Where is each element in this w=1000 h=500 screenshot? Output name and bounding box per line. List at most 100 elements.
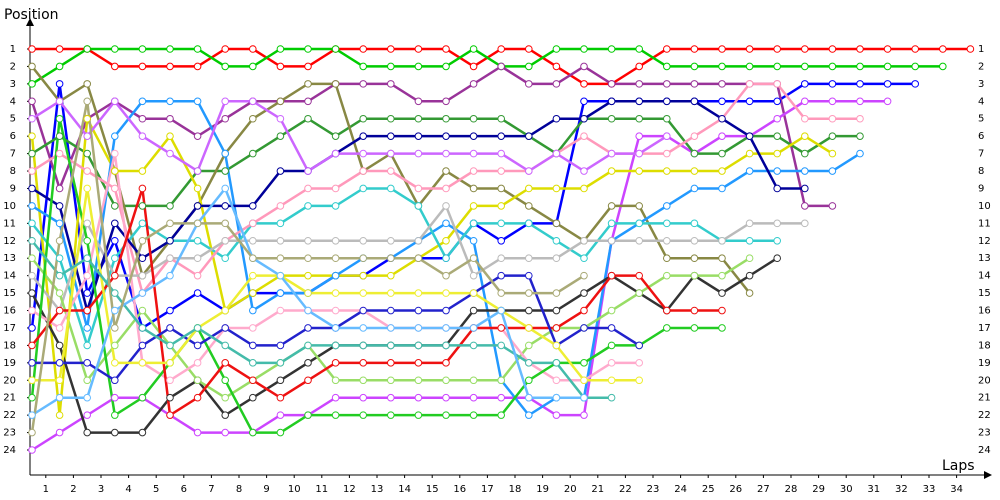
position-marker [607,45,616,53]
position-marker [193,359,202,367]
position-marker [552,393,561,402]
position-marker [193,45,202,53]
position-marker [497,236,506,245]
position-marker [304,271,312,280]
position-marker [193,184,202,193]
position-marker [442,184,450,193]
position-marker [28,376,36,385]
position-marker [304,114,312,123]
position-marker [745,45,754,53]
position-line [31,47,943,85]
position-marker [331,45,340,53]
position-marker [359,114,368,123]
position-marker [580,97,588,106]
position-marker [28,341,36,350]
position-marker [331,359,340,367]
position-marker [580,411,588,419]
position-marker [497,149,506,158]
position-marker [249,428,257,437]
position-marker [745,80,754,88]
position-marker [359,306,368,315]
y-tick-label-right: 16 [978,306,991,317]
position-marker [525,359,533,367]
position-marker [28,132,36,140]
position-marker [331,236,340,245]
position-marker [111,132,119,140]
position-marker [414,114,423,123]
x-tick-label: 30 [840,484,853,495]
position-marker [580,236,588,245]
y-tick-label-right: 7 [978,149,984,160]
position-marker [138,359,147,367]
position-marker [607,149,616,158]
position-marker [304,236,312,245]
position-marker [745,254,754,263]
position-marker [469,114,478,123]
position-marker [28,149,36,158]
position-marker [55,236,64,245]
position-marker [166,202,174,210]
position-marker [469,341,478,350]
position-marker [221,167,229,175]
position-marker [83,114,91,123]
position-marker [635,149,644,158]
position-marker [28,306,36,315]
position-marker [111,97,119,106]
x-tick-label: 22 [619,484,632,495]
position-marker [221,411,229,419]
position-marker [387,236,395,245]
position-marker [663,62,671,71]
y-tick-label-right: 5 [978,114,984,125]
position-marker [83,132,91,140]
position-marker [359,411,368,419]
position-marker [414,393,423,402]
y-tick-label: 7 [10,149,16,160]
position-marker [856,132,864,140]
position-marker [221,97,229,106]
position-marker [28,184,36,193]
position-marker [111,184,119,193]
position-marker [635,271,644,280]
position-marker [193,271,202,280]
position-marker [111,167,119,175]
position-marker [497,324,506,332]
position-marker [607,114,616,123]
position-marker [276,132,285,140]
position-marker [525,306,533,315]
position-marker [83,306,91,315]
position-marker [276,62,285,71]
position-marker [414,62,423,71]
y-tick-label-right: 13 [978,253,991,264]
position-marker [55,306,64,315]
position-marker [414,97,423,106]
position-marker [83,271,91,280]
position-marker [359,359,368,367]
position-marker [193,376,202,385]
x-tick-label: 3 [98,484,104,495]
position-marker [304,289,312,297]
position-marker [801,202,809,210]
position-marker [469,62,478,71]
position-marker [221,236,229,245]
position-marker [663,114,671,123]
position-marker [276,114,285,123]
position-marker [331,341,340,350]
position-marker [83,393,91,402]
position-marker [442,341,450,350]
position-marker [773,167,782,175]
position-marker [83,219,91,228]
position-marker [497,411,506,419]
position-marker [359,149,368,158]
position-marker [83,184,91,193]
position-marker [138,97,147,106]
position-marker [525,80,533,88]
x-axis-arrow [984,471,992,479]
position-marker [828,149,837,158]
x-tick-label: 14 [398,484,411,495]
position-marker [111,324,119,332]
position-marker [635,236,644,245]
y-tick-label: 23 [3,428,16,439]
position-marker [580,289,588,297]
position-marker [276,271,285,280]
